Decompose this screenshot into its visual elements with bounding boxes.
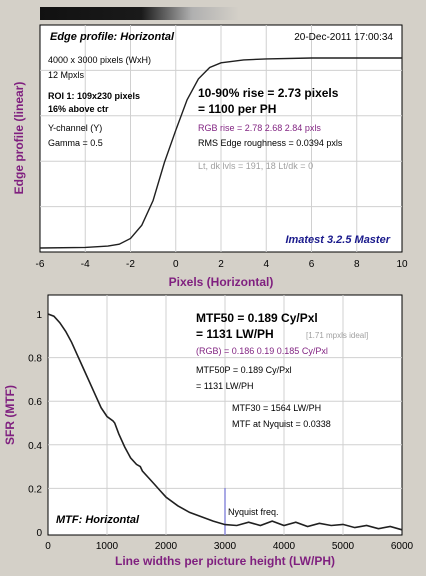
roi-position: 16% above ctr [48,104,109,114]
image-mpxls: 12 Mpxls [48,70,85,80]
mtf-y-tick-label: 0 [36,528,42,539]
edge-x-axis-label: Pixels (Horizontal) [169,275,274,289]
edge-x-tick-label: 8 [354,259,360,270]
mtf-x-tick-label: 1000 [96,541,119,552]
channel: Y-channel (Y) [48,123,102,133]
mtf-y-tick-label: 0.4 [28,441,42,452]
mtf-y-tick-label: 0.2 [28,484,42,495]
rms-roughness: RMS Edge roughness = 0.0394 pxls [198,138,343,148]
mtf-y-tick-label: 0.6 [28,397,42,408]
mtf-mode: MTF: Horizontal [56,514,140,526]
mtf-x-tick-label: 3000 [214,541,237,552]
mtf-x-axis-label: Line widths per picture height (LW/PH) [115,554,335,568]
mtf-y-axis-label: SFR (MTF) [3,385,17,445]
edge-plot-title: Edge profile: Horizontal [50,31,175,43]
roi-size: ROI 1: 109x230 pixels [48,91,140,101]
mtf-x-tick-label: 0 [45,541,51,552]
rise-value: 10-90% rise = 2.73 pixels [198,86,339,100]
edge-x-ticks: -6 -4 -2 0 2 4 6 8 10 [36,259,408,270]
edge-profile-curve [39,57,402,249]
edge-date: 20-Dec-2011 17:00:34 [294,32,393,43]
mtf-ticks: 0 1000 2000 3000 4000 5000 6000 0 0.2 0.4 0.6 0.8 1 [28,310,413,552]
edge-image-strip [40,7,402,20]
edge-y-axis-label: Edge profile (linear) [12,82,26,195]
edge-x-tick-label: 6 [309,259,315,270]
imatest-version: Imatest 3.2.5 Master [285,234,390,246]
ideal-mpxls: [1.71 mpxls ideal] [306,331,368,340]
mtf30-value: MTF30 = 1564 LW/PH [232,403,321,413]
mtf-x-tick-label: 4000 [273,541,296,552]
mtf50p-value: MTF50P = 0.189 Cy/Pxl [196,365,292,375]
edge-x-tick-label: 2 [218,259,224,270]
edge-x-tick-label: -2 [126,259,135,270]
edge-x-tick-label: -4 [81,259,90,270]
rgb-mtf50: (RGB) = 0.186 0.19 0.185 Cy/Pxl [196,346,328,356]
edge-x-tick-label: 0 [173,259,179,270]
edge-grid [40,25,402,252]
mtf50-value: MTF50 = 0.189 Cy/Pxl [196,311,318,325]
mtf-x-tick-label: 6000 [391,541,414,552]
mtf50-lwph: = 1131 LW/PH [196,327,274,341]
image-size: 4000 x 3000 pixels (WxH) [48,55,151,65]
rgb-rise: RGB rise = 2.78 2.68 2.84 pxls [198,123,321,133]
light-dark-levels: Lt, dk lvls = 191, 18 Lt/dk = 0 [198,161,313,171]
gamma: Gamma = 0.5 [48,138,103,148]
edge-x-tick-label: -6 [36,259,45,270]
mtf-at-nyquist: MTF at Nyquist = 0.0338 [232,419,331,429]
edge-x-tick-label: 4 [263,259,269,270]
mtf-curve [47,313,403,531]
mtf-x-tick-label: 5000 [332,541,355,552]
nyquist-label: Nyquist freq. [228,507,279,517]
mtf50p-lwph: = 1131 LW/PH [196,381,253,391]
rise-per-ph: = 1100 per PH [198,102,276,116]
mtf-y-tick-label: 0.8 [28,354,42,365]
edge-x-tick-label: 10 [396,259,408,270]
mtf-x-tick-label: 2000 [155,541,178,552]
mtf-y-tick-label: 1 [36,310,42,321]
